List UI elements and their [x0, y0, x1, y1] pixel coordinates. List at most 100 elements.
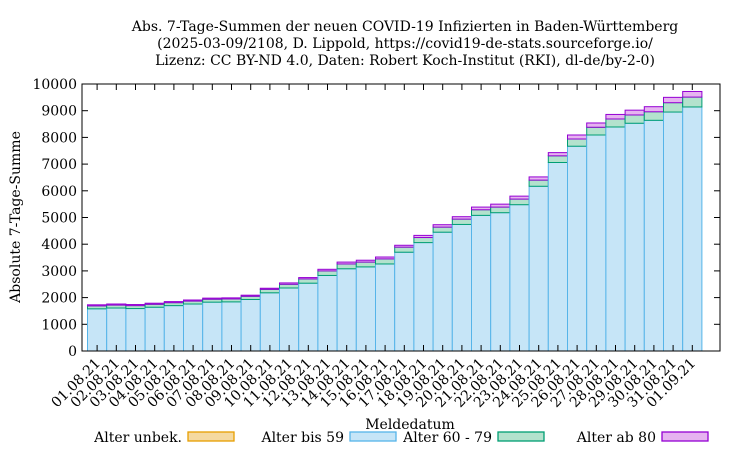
bar-segment-4	[432, 224, 453, 228]
bar-segment-2	[682, 106, 703, 352]
bar-segment-4	[87, 304, 108, 307]
bar-segment-2	[471, 214, 492, 352]
bar-segment-3	[279, 283, 300, 289]
legend-swatch	[497, 431, 545, 442]
bar-segment-2	[567, 145, 588, 352]
legend-swatch	[349, 431, 397, 442]
bar-segment-3	[509, 198, 530, 206]
bar-segment-3	[394, 246, 415, 253]
bar-segment-3	[336, 263, 357, 270]
bar-segment-2	[298, 282, 319, 352]
y-tick-label: 10000	[32, 77, 77, 93]
y-tick-label: 1000	[41, 317, 77, 333]
bar-segment-4	[279, 282, 300, 285]
legend-label: Alter bis 59	[260, 430, 344, 446]
bar-segment-3	[355, 261, 376, 268]
bar-segment-4	[547, 152, 568, 157]
bar-segment-2	[106, 307, 127, 352]
bar-segment-3	[643, 111, 664, 121]
bar-segment-2	[240, 298, 261, 352]
bar-segment-2	[586, 134, 607, 352]
legend-swatch	[187, 431, 235, 442]
bar-segment-3	[490, 206, 511, 214]
bar-segment-4	[144, 302, 165, 305]
y-tick-label: 7000	[41, 157, 77, 173]
bar-segment-2	[259, 292, 280, 352]
bar-segment-3	[547, 155, 568, 163]
bar-segment-4	[221, 297, 242, 300]
bar-segment-4	[567, 134, 588, 140]
bar-segment-2	[394, 251, 415, 352]
bar-segment-4	[413, 234, 434, 239]
bar-segment-3	[471, 209, 492, 216]
bar-segment-4	[355, 259, 376, 263]
bar-segment-3	[663, 102, 684, 113]
legend-label: Alter 60 - 79	[402, 430, 492, 446]
y-tick-label: 0	[68, 344, 77, 360]
bar-segment-3	[413, 237, 434, 244]
bar-segment-4	[125, 304, 146, 307]
y-tick-label: 3000	[41, 264, 77, 280]
bar-segment-2	[125, 308, 146, 352]
bar-segment-2	[202, 301, 223, 352]
legend-label: Alter ab 80	[576, 430, 656, 446]
bar-segment-4	[509, 195, 530, 200]
bar-segment-2	[336, 268, 357, 352]
bar-segment-4	[317, 268, 338, 272]
x-axis-label: Meldedatum	[365, 417, 455, 433]
bar-segment-4	[586, 122, 607, 128]
bar-segment-3	[586, 126, 607, 136]
bar-segment-3	[624, 114, 645, 124]
bar-segment-2	[643, 119, 664, 352]
bar-segment-4	[298, 277, 319, 280]
bar-segment-4	[240, 294, 261, 297]
bar-segment-2	[144, 306, 165, 352]
bar-segment-2	[624, 122, 645, 352]
y-tick-label: 6000	[41, 184, 77, 200]
bar-segment-4	[336, 261, 357, 265]
y-tick-label: 5000	[41, 211, 77, 227]
bar-segment-2	[605, 126, 626, 352]
plot-frame	[81, 83, 721, 352]
y-tick-label: 8000	[41, 130, 77, 146]
bar-segment-3	[432, 226, 453, 233]
bar-segment-4	[663, 96, 684, 104]
bar-segment-2	[279, 287, 300, 352]
bar-segment-4	[375, 256, 396, 260]
legend-label: Alter unbek.	[93, 430, 182, 446]
bar-segment-2	[432, 231, 453, 352]
bar-segment-4	[163, 301, 185, 304]
bar-segment-3	[567, 138, 588, 147]
bar-segment-2	[221, 301, 242, 352]
bar-segment-4	[106, 303, 127, 306]
bar-segment-2	[663, 111, 684, 352]
bar-segment-3	[317, 270, 338, 276]
y-tick-label: 9000	[41, 104, 77, 120]
bar-segment-4	[394, 244, 415, 248]
y-tick-label: 2000	[41, 291, 77, 307]
bar-segment-2	[375, 263, 396, 352]
chart-title-line-1: Abs. 7-Tage-Summen der neuen COVID-19 In…	[131, 19, 678, 35]
bar-segment-4	[471, 206, 492, 211]
bars	[87, 90, 703, 352]
bar-segment-3	[375, 258, 396, 265]
chart-title-line-3: Lizenz: CC BY-ND 4.0, Daten: Robert Koch…	[155, 53, 655, 69]
bar-segment-4	[202, 297, 223, 300]
y-tick-label: 4000	[41, 237, 77, 253]
bar-segment-2	[451, 223, 472, 352]
bar-segment-2	[490, 212, 511, 352]
y-axis-ticks: 0 1000 2000 3000 4000 5000 6000 7000 8000 9000 100…	[32, 77, 720, 360]
bar-segment-4	[682, 90, 703, 98]
y-axis-label: Absolute 7-Tage-Summe	[8, 131, 24, 304]
bar-segment-4	[451, 216, 472, 220]
bar-segment-4	[183, 299, 204, 302]
bar-segment-2	[183, 303, 204, 352]
bar-segment-4	[528, 176, 549, 181]
chart-title-line-2: (2025-03-09/2108, D. Lippold, https://co…	[157, 36, 653, 52]
bar-segment-2	[317, 274, 338, 352]
bar-segment-2	[547, 161, 568, 352]
bar-segment-2	[528, 185, 549, 352]
bar-segment-3	[682, 96, 703, 108]
bar-segment-4	[490, 203, 511, 208]
